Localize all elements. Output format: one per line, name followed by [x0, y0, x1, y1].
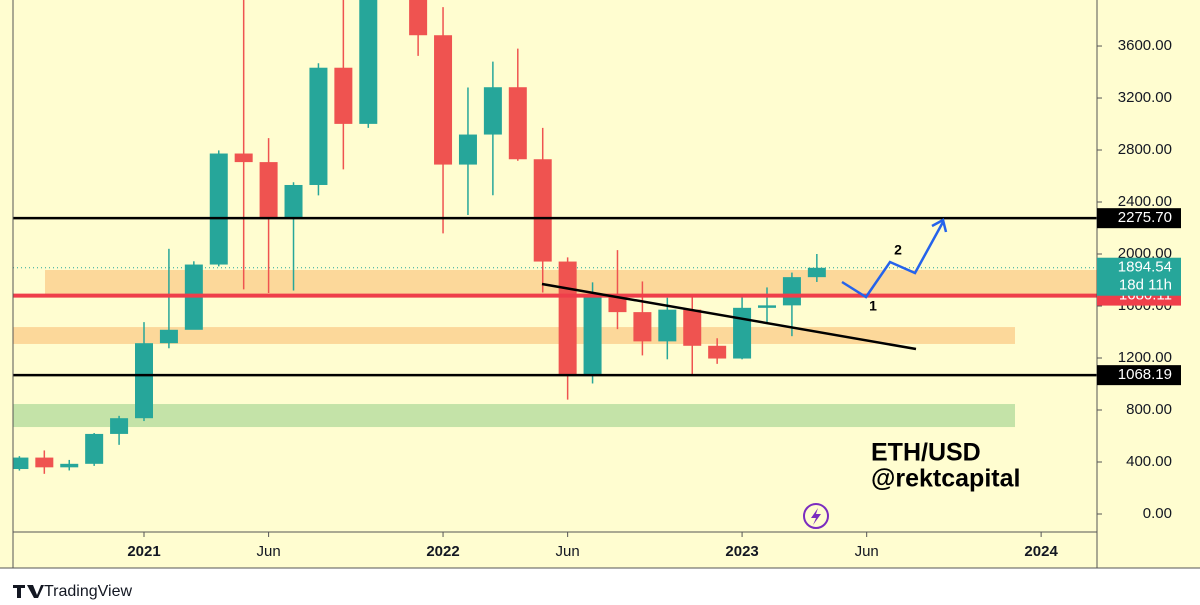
candle-body	[508, 87, 527, 160]
candle-body	[583, 295, 602, 376]
candle-body	[708, 345, 727, 359]
x-tick-label: 2022	[426, 543, 459, 560]
axes: 0.00400.00800.001200.001600.002000.00240…	[127, 0, 1181, 560]
candle-body	[434, 35, 453, 165]
bolt	[811, 508, 821, 525]
arrow-head	[931, 218, 948, 233]
zone	[13, 327, 1015, 344]
candle-body	[209, 153, 228, 265]
y-tick-label: 800.00	[1126, 401, 1172, 418]
tv-logo	[13, 585, 44, 598]
y-tick-label: 0.00	[1143, 505, 1172, 522]
y-tick-label: 2400.00	[1118, 193, 1172, 210]
candle-body	[458, 134, 477, 165]
candle-body	[13, 457, 29, 470]
candle-body	[359, 0, 378, 124]
x-tick-label: 2021	[127, 543, 160, 560]
candle-body	[483, 87, 502, 135]
x-tick-label: 2023	[725, 543, 758, 560]
footer: TradingView	[44, 583, 132, 600]
candle-body	[608, 295, 627, 313]
zone	[13, 404, 1015, 428]
bolt-icon[interactable]	[803, 503, 829, 529]
candle-body	[35, 457, 54, 468]
candle-body	[658, 309, 677, 342]
wave-label: 2	[894, 242, 902, 258]
y-tick-label: 3200.00	[1118, 89, 1172, 106]
candle-body	[633, 312, 652, 342]
chart-subtitle: @rektcapital	[871, 465, 1020, 493]
candle-body	[309, 67, 328, 185]
last-price-label: 1894.54	[1118, 259, 1172, 276]
candle-body	[110, 418, 129, 434]
x-tick-label: Jun	[855, 543, 879, 560]
candle-body	[782, 277, 801, 306]
candle-body	[159, 329, 178, 344]
plot	[13, 0, 1097, 474]
candle-body	[334, 67, 353, 124]
last-price-box	[1097, 257, 1181, 296]
y-tick-label: 4000.00	[1118, 0, 1172, 2]
candle-body	[234, 153, 253, 163]
level-label-box	[1097, 365, 1181, 386]
level-label: 2275.70	[1118, 209, 1172, 226]
y-tick-label: 400.00	[1126, 453, 1172, 470]
candle-body	[60, 463, 79, 468]
candle-body	[85, 433, 104, 464]
candle-body	[558, 261, 577, 376]
level-label: 1068.19	[1118, 366, 1172, 383]
chart-title: ETH/USD	[871, 439, 981, 467]
x-tick-label: Jun	[257, 543, 281, 560]
candle-body	[733, 307, 752, 359]
x-tick-label: Jun	[556, 543, 580, 560]
level-label-box	[1097, 208, 1181, 229]
candle-body	[683, 309, 702, 346]
countdown-label: 18d 11h	[1119, 277, 1172, 294]
candle-body	[758, 305, 776, 308]
wave-label: 1	[869, 298, 877, 314]
x-tick-label: 2024	[1024, 543, 1058, 560]
candle-body	[807, 267, 826, 278]
y-tick-label: 1200.00	[1118, 349, 1172, 366]
candle-body	[135, 343, 153, 419]
y-tick-label: 3600.00	[1118, 37, 1172, 54]
candle-body	[284, 184, 303, 219]
candle-body	[409, 0, 428, 36]
projection-arrow	[841, 221, 945, 299]
candle-body	[259, 162, 278, 219]
y-tick-label: 2800.00	[1118, 141, 1172, 158]
candle-body	[533, 159, 552, 262]
trendline	[541, 282, 917, 351]
